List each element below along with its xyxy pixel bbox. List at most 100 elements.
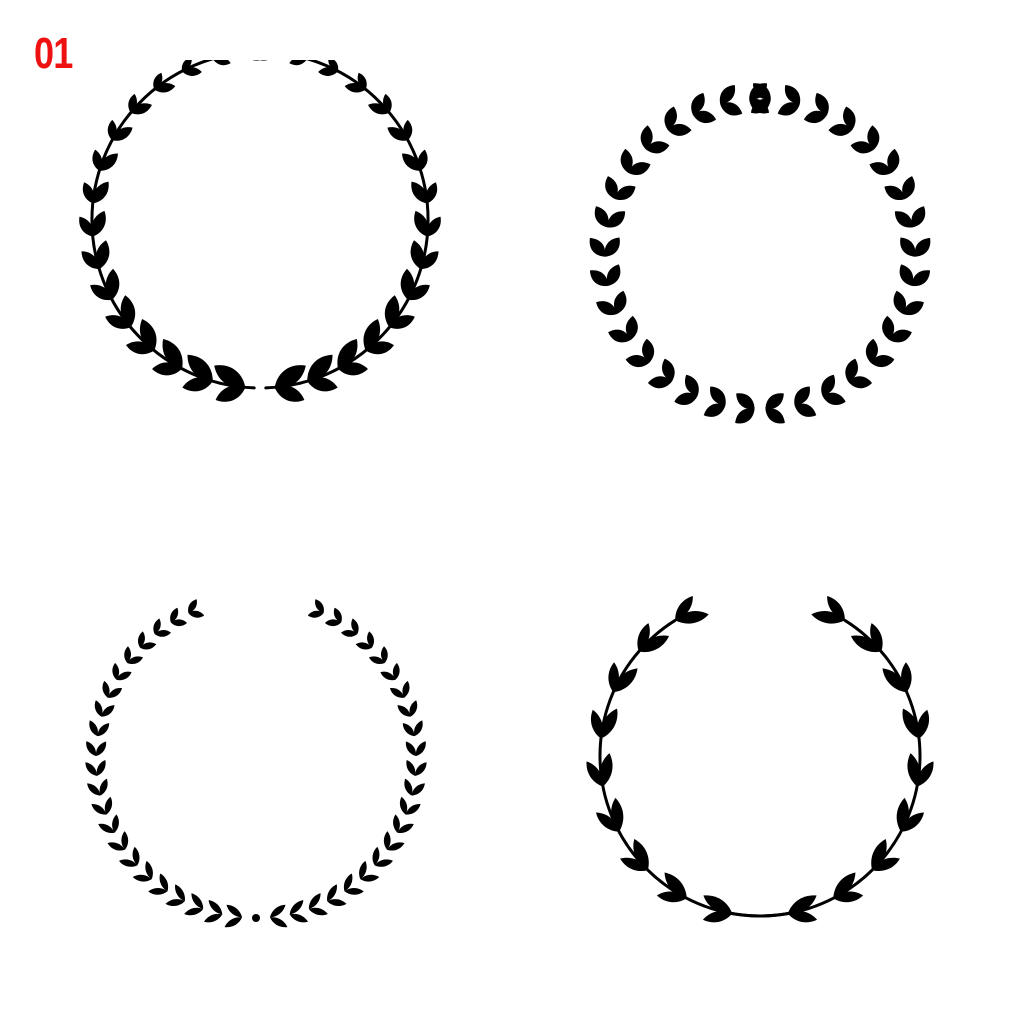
inner-leaf <box>414 720 423 737</box>
outer-leaf <box>162 339 183 369</box>
inner-leaf <box>105 315 131 329</box>
outer-leaf <box>101 705 115 717</box>
inner-leaf <box>224 917 243 928</box>
outer-leaf <box>615 185 636 200</box>
inner-leaf <box>153 618 161 635</box>
berry <box>598 774 604 780</box>
outer-leaf <box>340 630 358 637</box>
inner-leaf <box>383 93 392 113</box>
inner-leaf <box>405 804 421 815</box>
inner-leaf <box>407 284 430 301</box>
outer-leaf <box>833 872 856 899</box>
outer-leaf <box>337 339 358 369</box>
berry <box>642 641 648 647</box>
outer-leaf <box>289 60 308 66</box>
berry <box>903 820 909 826</box>
inner-leaf <box>128 93 137 113</box>
berry <box>611 820 617 826</box>
outer-leaf <box>884 185 905 200</box>
outer-leaf <box>214 365 246 388</box>
outer-leaf <box>628 162 651 175</box>
inner-leaf <box>675 596 693 621</box>
outer-leaf <box>99 153 118 171</box>
outer-leaf <box>667 123 692 136</box>
inner-leaf <box>870 623 883 652</box>
outer-leaf <box>307 354 333 382</box>
inner-leaf <box>889 329 912 343</box>
inner-leaf <box>90 284 113 301</box>
inner-leaf <box>917 709 930 739</box>
outer-leaf <box>894 211 913 228</box>
inner-leaf <box>402 680 410 698</box>
berry <box>900 680 906 686</box>
inner-leaf <box>308 907 328 916</box>
outer-leaf <box>828 123 853 136</box>
outer-leaf <box>274 365 306 388</box>
inner-leaf <box>620 148 633 173</box>
outer-leaf <box>750 98 771 114</box>
outer-leaf <box>613 290 627 314</box>
inner-leaf <box>787 911 818 923</box>
inner-leaf <box>409 700 418 717</box>
outer-leaf <box>188 610 205 618</box>
inner-leaf <box>381 646 388 663</box>
inner-leaf <box>815 92 829 115</box>
outer-leaf <box>850 141 875 154</box>
inner-leaf <box>867 125 880 150</box>
center-dot <box>252 914 260 922</box>
outer-leaf <box>226 904 243 918</box>
left-stem <box>90 60 256 390</box>
outer-leaf <box>703 895 733 914</box>
outer-leaf <box>99 778 108 796</box>
outer-leaf <box>259 60 275 61</box>
outer-leaf <box>112 127 133 141</box>
inner-leaf <box>887 148 900 173</box>
outer-leaf <box>625 315 638 340</box>
outer-leaf <box>850 635 882 653</box>
inner-leaf <box>595 812 620 832</box>
laurel-wreath-closed-ring-icon <box>589 83 931 424</box>
berry <box>614 680 620 686</box>
inner-leaf <box>170 607 179 623</box>
sheet-number: 01 <box>34 29 73 78</box>
inner-leaf <box>91 804 107 815</box>
outer-leaf <box>372 846 380 866</box>
outer-leaf <box>324 619 342 627</box>
inner-leaf <box>608 329 631 343</box>
berry <box>675 891 681 897</box>
outer-leaf <box>871 838 887 871</box>
outer-leaf <box>212 60 231 66</box>
outer-leaf <box>710 386 726 406</box>
outer-leaf <box>684 374 699 396</box>
berry <box>839 891 845 897</box>
inner-leaf <box>182 377 213 392</box>
berry <box>915 726 921 732</box>
outer-leaf <box>289 900 304 915</box>
inner-leaf <box>586 761 603 787</box>
inner-leaf <box>674 392 698 406</box>
outer-leaf <box>662 358 675 382</box>
inner-leaf <box>765 408 785 424</box>
inner-leaf <box>589 270 609 287</box>
outer-leaf <box>308 893 321 910</box>
inner-leaf <box>338 362 368 376</box>
inner-leaf <box>425 182 438 204</box>
outer-leaf <box>368 103 390 115</box>
inner-leaf <box>902 176 915 200</box>
inner-leaf <box>98 823 115 834</box>
inner-leaf <box>414 762 427 776</box>
outer-leaf <box>145 860 153 880</box>
inner-leaf <box>148 888 168 895</box>
right-stem <box>264 60 430 390</box>
outer-leaf <box>132 846 140 866</box>
inner-leaf <box>181 60 192 72</box>
outer-leaf <box>393 814 400 833</box>
outer-leaf <box>402 153 421 171</box>
berry <box>719 909 725 915</box>
outer-leaf <box>410 240 425 270</box>
inner-leaf <box>589 238 606 257</box>
inner-leaf <box>351 618 359 635</box>
outer-leaf <box>613 668 638 693</box>
outer-leaf <box>191 893 204 910</box>
inner-leaf <box>411 783 425 796</box>
